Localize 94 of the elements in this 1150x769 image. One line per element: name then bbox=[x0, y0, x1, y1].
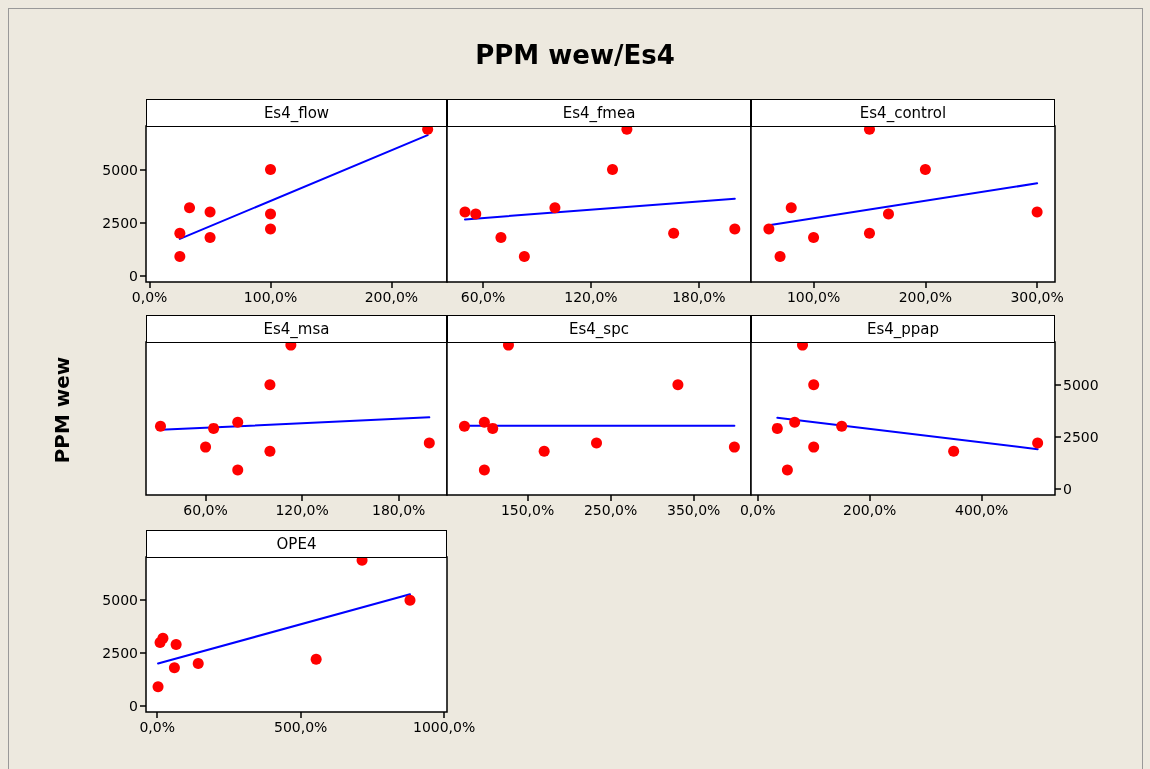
y-tick-label: 5000 bbox=[102, 161, 138, 178]
point bbox=[919, 164, 931, 176]
chart-title: Es4_msa bbox=[146, 315, 447, 343]
chart-title: Es4_control bbox=[751, 99, 1055, 127]
x-tick-label: 60,0% bbox=[183, 502, 228, 518]
point bbox=[458, 420, 470, 432]
point bbox=[785, 202, 797, 214]
point bbox=[808, 379, 820, 391]
chart-title: Es4_ppap bbox=[751, 315, 1055, 343]
point bbox=[808, 231, 820, 243]
point bbox=[265, 223, 277, 235]
point bbox=[152, 681, 164, 693]
chart-title: Es4_spc bbox=[447, 315, 751, 343]
x-tick-label: 180,0% bbox=[372, 502, 426, 518]
point bbox=[781, 464, 793, 476]
point bbox=[265, 208, 277, 220]
x-tick-label: 0,0% bbox=[131, 289, 168, 305]
point bbox=[1032, 437, 1044, 449]
chart-title: Es4_flow bbox=[146, 99, 447, 127]
y-tick-label: 2500 bbox=[1063, 428, 1099, 445]
point bbox=[672, 379, 684, 391]
point bbox=[404, 594, 416, 606]
point bbox=[478, 416, 490, 428]
point bbox=[863, 227, 875, 239]
x-tick-label: 100,0% bbox=[243, 289, 298, 305]
point bbox=[265, 164, 277, 176]
point bbox=[487, 422, 499, 434]
point bbox=[423, 437, 435, 449]
x-tick-label: 0,0% bbox=[139, 719, 175, 735]
y-tick-label: 2500 bbox=[102, 214, 138, 231]
x-tick-label: 1000,0% bbox=[412, 719, 476, 735]
point bbox=[264, 379, 276, 391]
x-tick-label: 250,0% bbox=[583, 502, 638, 518]
point bbox=[170, 639, 182, 651]
point bbox=[882, 208, 894, 220]
point bbox=[168, 662, 180, 674]
point bbox=[538, 445, 550, 457]
point bbox=[154, 636, 166, 648]
point bbox=[668, 227, 680, 239]
point bbox=[470, 208, 482, 220]
point bbox=[607, 164, 618, 176]
x-tick-label: 200,0% bbox=[898, 289, 953, 305]
point bbox=[763, 223, 775, 235]
point bbox=[771, 422, 783, 434]
point bbox=[774, 251, 786, 263]
point bbox=[789, 416, 801, 428]
point bbox=[208, 422, 220, 434]
y-tick-label: 5000 bbox=[102, 592, 138, 609]
x-tick-label: 300,0% bbox=[1010, 289, 1064, 305]
x-tick-label: 100,0% bbox=[786, 289, 841, 305]
y-tick-label: 2500 bbox=[102, 644, 138, 661]
x-tick-label: 500,0% bbox=[273, 719, 328, 735]
x-tick-label: 400,0% bbox=[954, 502, 1009, 518]
point bbox=[808, 441, 820, 453]
x-tick-label: 60,0% bbox=[460, 289, 506, 305]
point bbox=[728, 441, 740, 453]
y-axis-title: PPM wew bbox=[50, 356, 74, 464]
point bbox=[155, 420, 166, 432]
point bbox=[200, 441, 212, 453]
point bbox=[518, 251, 530, 263]
point bbox=[174, 251, 186, 263]
x-tick-label: 200,0% bbox=[364, 289, 419, 305]
point bbox=[549, 202, 561, 214]
chart-title: OPE4 bbox=[146, 530, 447, 558]
x-tick-label: 200,0% bbox=[842, 502, 897, 518]
point bbox=[478, 464, 490, 476]
x-tick-label: 180,0% bbox=[672, 289, 726, 305]
point bbox=[1031, 206, 1043, 218]
point bbox=[192, 658, 204, 669]
chart-title: Es4_fmea bbox=[447, 99, 751, 127]
point bbox=[591, 437, 603, 449]
point bbox=[495, 231, 507, 243]
point bbox=[459, 206, 471, 218]
y-tick-label: 0 bbox=[129, 267, 138, 284]
point bbox=[232, 416, 244, 428]
point bbox=[232, 464, 244, 476]
point bbox=[204, 206, 216, 218]
x-tick-label: 350,0% bbox=[666, 502, 721, 518]
text: PPM wew/Es4 bbox=[474, 40, 676, 70]
point bbox=[184, 202, 196, 214]
point bbox=[836, 420, 848, 432]
point bbox=[948, 445, 960, 457]
y-tick-label: 0 bbox=[129, 697, 138, 714]
point bbox=[204, 231, 216, 243]
point bbox=[174, 227, 186, 239]
x-tick-label: 150,0% bbox=[500, 502, 555, 518]
x-tick-label: 120,0% bbox=[275, 502, 329, 518]
y-tick-label: 0 bbox=[1063, 480, 1072, 497]
point bbox=[310, 653, 322, 665]
y-tick-label: 5000 bbox=[1063, 376, 1099, 393]
point bbox=[264, 445, 276, 457]
point bbox=[729, 223, 741, 235]
x-tick-label: 120,0% bbox=[564, 289, 618, 305]
x-tick-label: 0,0% bbox=[739, 502, 776, 518]
